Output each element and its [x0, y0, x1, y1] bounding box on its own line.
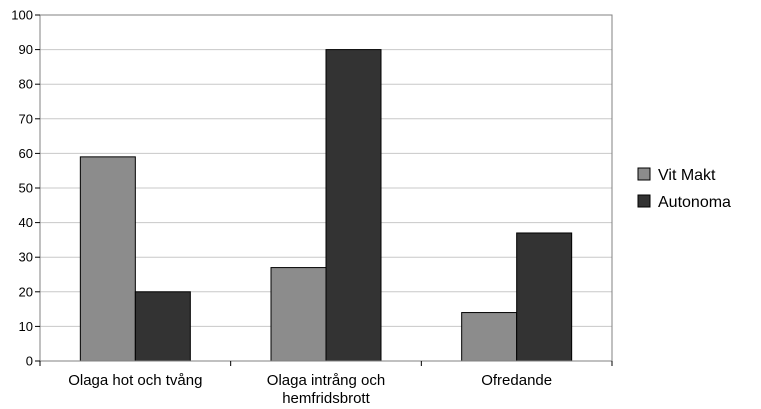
y-tick-label: 50 [19, 181, 33, 196]
y-tick-label: 100 [11, 8, 33, 23]
y-axis-ticks: 0 10 20 30 40 50 60 70 80 90 100 [11, 8, 613, 369]
x-category-label: Olaga hot och tvång [68, 372, 202, 389]
legend-label: Autonoma [658, 194, 731, 211]
legend-swatch [637, 167, 651, 181]
bar-autonoma-0 [134, 291, 191, 362]
bar-autonoma-2 [516, 232, 573, 362]
bar-vit-makt-1 [270, 267, 327, 362]
x-axis-labels: Olaga hot och tvång Olaga intrång ochhemf… [68, 372, 552, 407]
y-tick-label: 20 [19, 284, 33, 299]
y-tick-label: 0 [26, 354, 33, 369]
x-category-label: hemfridsbrott [282, 390, 370, 407]
y-tick-label: 10 [19, 319, 33, 334]
x-category-label: Olaga intrång och [267, 372, 385, 389]
legend: Vit Makt Autonoma [637, 167, 731, 211]
bar-vit-makt-0 [79, 156, 136, 362]
y-tick-label: 40 [19, 215, 33, 230]
y-tick-label: 90 [19, 42, 33, 57]
y-tick-label: 30 [19, 250, 33, 265]
legend-swatch [637, 194, 651, 208]
bar-vit-makt-2 [461, 312, 518, 362]
bars [79, 49, 573, 362]
y-tick-label: 70 [19, 111, 33, 126]
y-tick-label: 60 [19, 146, 33, 161]
legend-label: Vit Makt [658, 167, 716, 184]
y-tick-label: 80 [19, 77, 33, 92]
x-category-label: Ofredande [481, 372, 552, 389]
bar-autonoma-1 [325, 49, 382, 362]
